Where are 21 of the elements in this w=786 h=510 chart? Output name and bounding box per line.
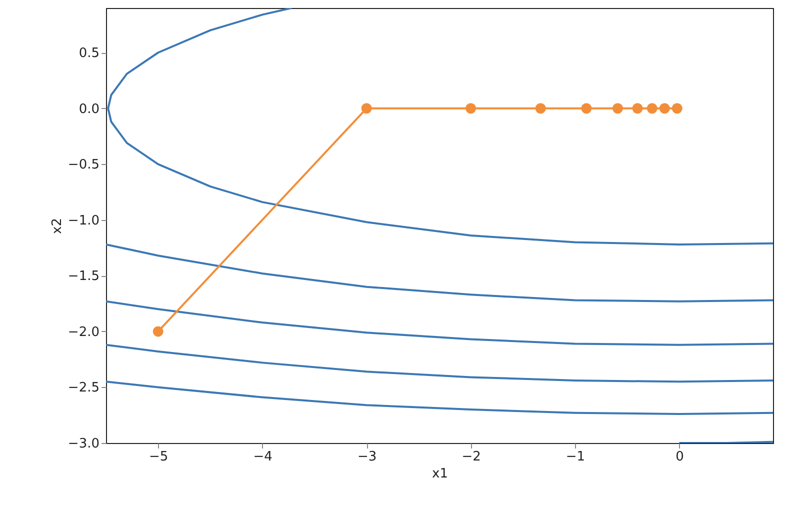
line-series: [106, 380, 773, 415]
y-tick-label: −1.5: [68, 269, 100, 284]
x-tick-label: −1: [566, 450, 586, 464]
y-tick-label: 0.0: [78, 102, 100, 117]
y-tick-label: 0.5: [78, 46, 100, 62]
x-axis-title: x1: [432, 466, 448, 482]
line-series: [106, 243, 773, 302]
y-tick-label: −3.0: [68, 436, 100, 452]
y-tick-label: −0.5: [68, 158, 100, 173]
x-tick-label: −4: [253, 450, 272, 464]
line-series: [107, 8, 773, 246]
line-series: [106, 300, 773, 346]
x-tick-label: −5: [149, 450, 168, 464]
y-tick-label: −2.5: [68, 380, 100, 396]
y-tick-label: −1.0: [68, 213, 100, 228]
y-axis-title: x2: [50, 218, 65, 234]
x-tick-label: −2: [462, 450, 481, 464]
y-tick-label: −2.0: [68, 324, 100, 340]
line-series: [106, 344, 773, 383]
x-tick-label: −3: [357, 450, 377, 464]
x-tick-label: 0: [676, 450, 684, 464]
